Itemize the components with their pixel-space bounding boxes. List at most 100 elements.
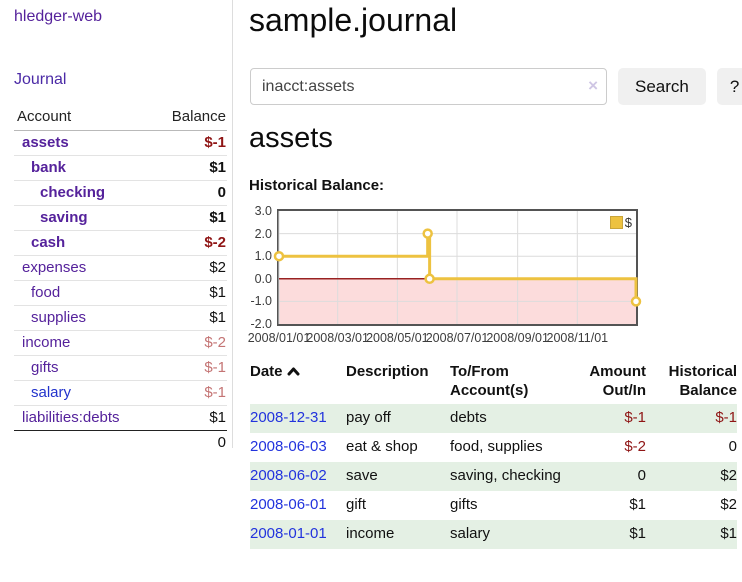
- account-balance: $1: [151, 155, 227, 181]
- account-row: assets $-1: [14, 131, 227, 156]
- account-row: income $-2: [14, 330, 227, 356]
- transaction-description: income: [346, 525, 395, 542]
- transaction-description: pay off: [346, 409, 391, 426]
- transaction-amount: $1: [629, 525, 646, 542]
- account-link[interactable]: income: [22, 334, 71, 351]
- account-row: liabilities:debts $1: [14, 405, 227, 431]
- account-balance: $1: [151, 405, 227, 431]
- transaction-accounts: food, supplies: [450, 438, 543, 455]
- x-axis-tick-label: 2008/01/01: [247, 331, 311, 345]
- y-axis-tick-label: 3.0: [254, 204, 272, 218]
- account-row: supplies $1: [14, 305, 227, 331]
- account-link[interactable]: expenses: [22, 259, 87, 276]
- chart-legend: $: [609, 215, 632, 230]
- x-axis-tick-label: 2008/11/01: [546, 331, 609, 345]
- account-row: food $1: [14, 280, 227, 306]
- search-input-wrap: ×: [250, 68, 607, 105]
- transaction-date-link[interactable]: 2008-06-01: [250, 496, 327, 513]
- transaction-amount: $-1: [624, 409, 646, 426]
- account-balance: $1: [151, 280, 227, 306]
- y-axis-tick-label: 0.0: [254, 271, 272, 286]
- transaction-accounts: debts: [450, 409, 487, 426]
- accounts-column-header: To/From Account(s): [450, 363, 529, 399]
- transaction-description: save: [346, 467, 378, 484]
- account-link[interactable]: salary: [31, 384, 72, 401]
- search-input[interactable]: [250, 68, 607, 105]
- account-balance: $2: [151, 255, 227, 281]
- transaction-description: eat & shop: [346, 438, 418, 455]
- accounts-total-row: 0: [14, 430, 227, 455]
- chart-plot-area: $: [273, 209, 642, 326]
- page-title: sample.journal: [249, 2, 458, 38]
- transaction-date-link[interactable]: 2008-06-02: [250, 467, 327, 484]
- transaction-amount: $-2: [624, 438, 646, 455]
- account-row: salary $-1: [14, 380, 227, 406]
- clear-search-icon[interactable]: ×: [588, 76, 598, 95]
- account-link[interactable]: liabilities:debts: [22, 409, 120, 426]
- transaction-accounts: salary: [450, 525, 491, 542]
- transaction-row: 2008-06-01 gift gifts $1 $2: [250, 491, 737, 520]
- transaction-row: 2008-06-03 eat & shop food, supplies $-2 0: [250, 433, 737, 462]
- transaction-date-link[interactable]: 2008-12-31: [250, 409, 327, 426]
- account-link[interactable]: supplies: [31, 309, 87, 326]
- chart-title: Historical Balance:: [249, 177, 385, 194]
- account-link[interactable]: saving: [40, 209, 88, 226]
- account-link[interactable]: cash: [31, 234, 66, 251]
- amount-column-header: Amount Out/In: [589, 363, 646, 399]
- account-link[interactable]: gifts: [31, 359, 59, 376]
- transaction-accounts: gifts: [450, 496, 478, 513]
- account-heading: assets: [249, 122, 333, 154]
- transaction-amount: $1: [629, 496, 646, 513]
- transaction-row: 2008-12-31 pay off debts $-1 $-1: [250, 404, 737, 433]
- sidebar-item-journal[interactable]: Journal: [14, 71, 67, 88]
- register-table: Date Description To/From Account(s) Amoun…: [250, 360, 737, 549]
- account-link[interactable]: checking: [40, 184, 106, 201]
- transaction-balance: $1: [720, 525, 737, 542]
- account-balance: 0: [151, 180, 227, 206]
- accounts-total-value: 0: [151, 430, 227, 455]
- account-row: expenses $2: [14, 255, 227, 281]
- register-header-row: Date Description To/From Account(s) Amoun…: [250, 360, 737, 404]
- search-form: × Search ?: [250, 68, 742, 105]
- transaction-date-link[interactable]: 2008-06-03: [250, 438, 327, 455]
- account-row: bank $1: [14, 155, 227, 181]
- y-axis-tick-label: 1.0: [254, 249, 272, 264]
- transaction-date-link[interactable]: 2008-01-01: [250, 525, 327, 542]
- y-axis-tick-label: 2.0: [254, 226, 272, 241]
- y-axis-tick-label: -2.0: [250, 317, 272, 331]
- transaction-accounts: saving, checking: [450, 467, 561, 484]
- sort-ascending-icon: [287, 363, 300, 382]
- y-axis-tick-label: -1.0: [250, 294, 272, 309]
- transaction-row: 2008-06-02 save saving, checking 0 $2: [250, 462, 737, 491]
- date-header-label: Date: [250, 363, 283, 380]
- x-axis-tick-label: 2008/03/01: [306, 331, 369, 345]
- account-balance: $-1: [204, 134, 226, 151]
- account-link[interactable]: assets: [22, 134, 69, 151]
- description-column-header: Description: [346, 363, 429, 380]
- accounts-column-header: Account: [14, 104, 152, 131]
- account-row: saving $1: [14, 205, 227, 231]
- account-balance: $-2: [151, 330, 227, 356]
- transaction-amount: 0: [637, 467, 646, 484]
- transaction-balance: $2: [720, 496, 737, 513]
- historical-balance-chart: 3.0 2.0 1.0 0.0 -1.0 -2.0 $ 2008/01/01 2008/03…: [248, 203, 688, 348]
- date-column-header[interactable]: Date: [250, 360, 346, 404]
- x-axis-tick-label: 2008/05/01: [366, 331, 429, 345]
- balance-column-header: Balance: [151, 104, 227, 131]
- account-link[interactable]: bank: [31, 159, 67, 176]
- sidebar: hledger-web Journal Account Balance asse…: [0, 0, 233, 455]
- account-row: gifts $-1: [14, 355, 227, 381]
- account-balance: $-1: [151, 380, 227, 406]
- app-title-link[interactable]: hledger-web: [14, 8, 103, 25]
- transaction-balance: 0: [728, 438, 737, 455]
- account-balance: $-1: [151, 355, 227, 381]
- account-row: cash $-2: [14, 230, 227, 256]
- help-button[interactable]: ?: [716, 68, 742, 105]
- search-button[interactable]: Search: [618, 68, 706, 105]
- account-balance: $-2: [151, 230, 227, 256]
- account-link[interactable]: food: [31, 284, 61, 301]
- x-axis-tick-label: 2008/09/01: [486, 331, 549, 345]
- accounts-balance-table: Account Balance assets $-1 bank $1 checking 0…: [14, 104, 227, 455]
- account-row: checking 0: [14, 180, 227, 206]
- legend-label: $: [624, 215, 632, 230]
